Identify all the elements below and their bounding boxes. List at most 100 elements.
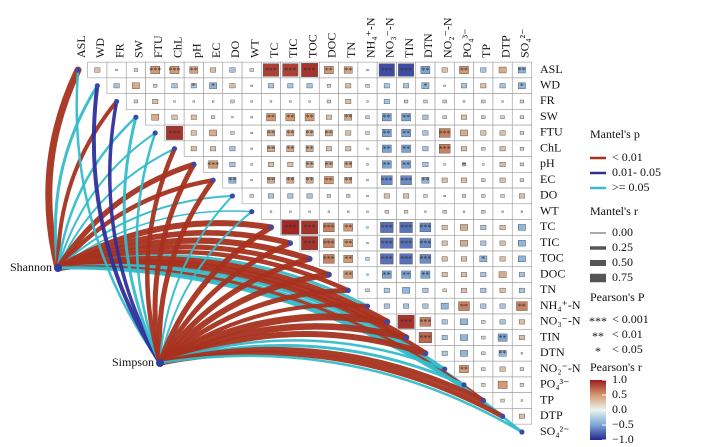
cell xyxy=(268,193,274,199)
cell-stars: *** xyxy=(284,223,296,232)
cell xyxy=(345,99,352,104)
cell-stars: *** xyxy=(381,223,393,232)
cell-stars: * xyxy=(462,160,466,169)
cell xyxy=(326,99,331,104)
mantel-link xyxy=(55,99,119,270)
legend-title: Mantel's r xyxy=(590,204,638,218)
colorbar-label: 1.0 xyxy=(612,372,627,386)
cell xyxy=(461,114,467,120)
cell xyxy=(419,254,432,264)
cell xyxy=(228,177,237,184)
link-end xyxy=(75,67,81,73)
cell xyxy=(268,162,274,167)
cell xyxy=(384,209,389,214)
cell-stars: ** xyxy=(421,66,429,75)
link-end xyxy=(229,193,235,199)
cell xyxy=(382,113,392,122)
legend-symbol: * xyxy=(595,344,601,358)
cell xyxy=(326,84,331,88)
cell xyxy=(401,160,411,169)
cell xyxy=(365,131,370,135)
cell-stars: * xyxy=(520,82,524,91)
cell xyxy=(518,319,525,325)
cell xyxy=(461,272,467,278)
cell xyxy=(366,194,369,197)
link-end xyxy=(461,382,467,388)
row-label: DOC xyxy=(540,266,565,280)
cell-stars: *** xyxy=(149,66,161,75)
cell xyxy=(481,209,486,214)
cell xyxy=(401,129,411,137)
cell xyxy=(424,210,427,213)
cell xyxy=(518,272,525,278)
cell xyxy=(189,66,199,74)
cell xyxy=(366,226,369,229)
cell xyxy=(208,160,218,169)
cell xyxy=(383,83,390,89)
cell xyxy=(520,210,524,213)
cell xyxy=(211,100,215,103)
cell-stars: ** xyxy=(383,160,391,169)
cell-stars: ** xyxy=(306,160,314,169)
cell xyxy=(366,242,369,245)
cell-stars: ** xyxy=(344,239,352,248)
cell xyxy=(443,194,446,197)
legend-label: 0.00 xyxy=(612,225,633,239)
cell xyxy=(519,99,524,104)
mantel-link xyxy=(53,84,99,270)
cell xyxy=(209,129,217,137)
cell xyxy=(401,144,411,153)
cell xyxy=(289,210,292,213)
cell xyxy=(402,287,410,294)
cell xyxy=(499,240,506,246)
cell xyxy=(398,63,415,77)
source-node xyxy=(54,264,62,272)
cell xyxy=(366,179,369,182)
cell xyxy=(365,115,370,119)
cell-stars: ** xyxy=(344,223,352,232)
cell xyxy=(190,83,197,89)
link-end xyxy=(345,287,351,293)
cell xyxy=(325,129,333,137)
cell xyxy=(403,303,410,309)
mantel-links: Shannon Simpson xyxy=(10,66,525,435)
cell xyxy=(383,99,390,104)
cell xyxy=(325,161,333,168)
mantel-link xyxy=(135,131,162,365)
cell xyxy=(249,194,254,198)
cell-stars: * xyxy=(481,255,485,264)
cell xyxy=(250,100,253,103)
cell xyxy=(422,303,429,309)
cell xyxy=(113,83,120,89)
cell-stars: *** xyxy=(381,239,393,248)
cell xyxy=(306,83,313,89)
cell xyxy=(481,320,486,324)
cell xyxy=(343,270,353,279)
cell xyxy=(286,145,295,152)
legend-label: < 0.05 xyxy=(612,342,643,356)
cell-stars: ** xyxy=(286,113,294,122)
cell xyxy=(230,99,235,104)
legend-label: 0.75 xyxy=(612,270,633,284)
link-end xyxy=(191,161,197,168)
cell xyxy=(499,287,506,293)
cell-stars: ** xyxy=(499,333,507,342)
link-end xyxy=(210,177,216,183)
cell-stars: * xyxy=(192,82,196,91)
cell xyxy=(365,288,370,293)
cell-stars: * xyxy=(211,82,215,91)
cell xyxy=(133,99,138,104)
top-label: NH₄⁺-N xyxy=(363,17,377,58)
cell xyxy=(460,334,468,341)
row-label: WD xyxy=(540,77,560,91)
cell-stars: ** xyxy=(325,176,333,185)
cell xyxy=(462,210,466,213)
top-label: TP xyxy=(479,44,493,58)
cell xyxy=(439,144,451,154)
cell xyxy=(133,68,138,72)
cell xyxy=(190,130,197,136)
cell-stars: ** xyxy=(344,255,352,264)
cell xyxy=(250,116,253,119)
cell xyxy=(250,163,253,166)
cell-stars: ** xyxy=(286,129,294,138)
